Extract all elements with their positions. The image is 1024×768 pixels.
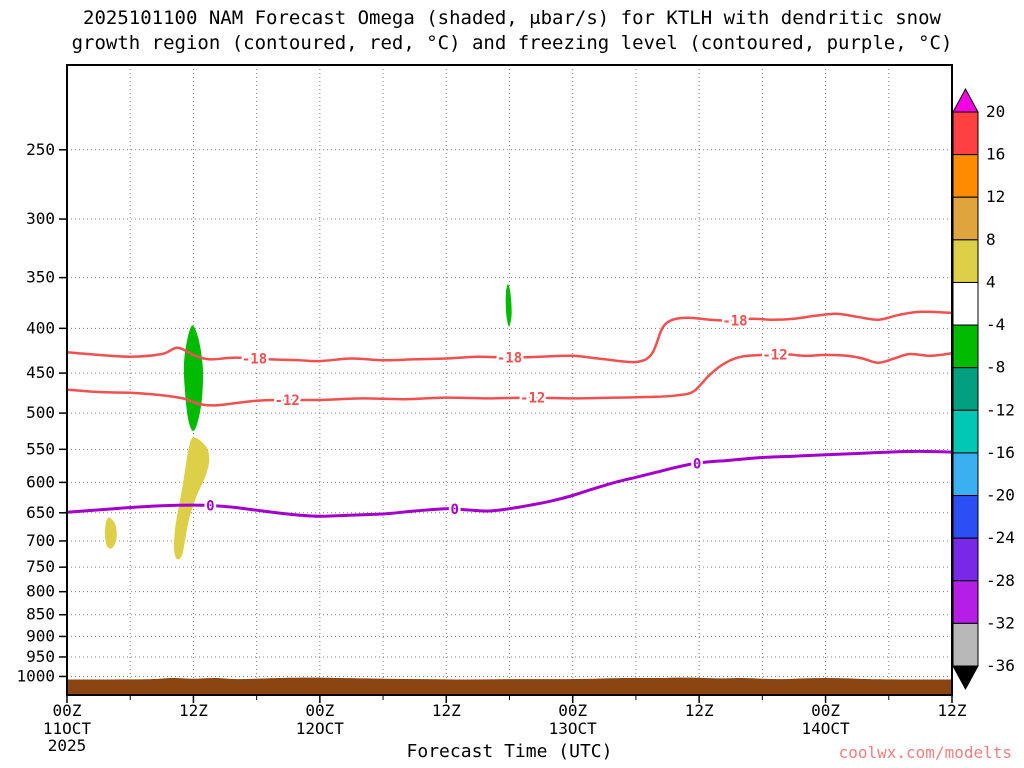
dendritic-minus18-contour-label: -18 [722,313,747,329]
colorbar-segment [952,409,979,454]
omega-upward-green-region [505,284,512,327]
surface-fill [67,677,952,695]
dendritic-minus12-contour-label: -12 [520,391,545,407]
pressure-tick-label: 700 [26,531,55,550]
colorbar-label: -24 [986,528,1015,547]
colorbar-label: 8 [986,230,996,249]
pressure-tick-label: 800 [26,582,55,601]
pressure-tick-label: 250 [26,140,55,159]
colorbar-label: -28 [986,571,1015,590]
dendritic-minus18-contour-label: -18 [242,352,267,368]
dendritic-minus12-contour [65,351,954,407]
x-axis-title: Forecast Time (UTC) [406,741,613,762]
colorbar-segment [952,154,979,198]
pressure-tick-label: 400 [26,318,55,337]
date-label: 14OCT [801,719,850,738]
dendritic-minus12-contour-label: -12 [275,393,300,409]
omega-downward-yellow-region [104,517,117,549]
surface-terrain [67,677,952,695]
colorbar-label: 16 [986,145,1005,164]
dendritic-minus18-contour [65,310,954,364]
colorbar-label: -32 [986,613,1015,632]
time-tick-label: 00Z [811,701,840,720]
colorbar-segment [952,580,979,624]
colorbar-label: -8 [986,358,1005,377]
dendritic-minus12-contour-label: -12 [762,347,787,363]
contour-lines: -18 -18 -18 -12 -12 -12 0 0 0 [65,310,954,521]
colorbar-label: -16 [986,443,1015,462]
freezing-level-contour-label: 0 [206,499,214,515]
colorbar-label: 20 [986,102,1005,121]
pressure-tick-label: 750 [26,557,55,576]
pressure-tick-label: 850 [26,605,55,624]
time-tick-label: 12Z [432,701,461,720]
pressure-tick-label: 600 [26,472,55,491]
time-tick-label: 00Z [305,701,334,720]
omega-downward-yellow-region [173,437,210,560]
colorbar-segment [952,537,979,582]
colorbar-segment [952,452,979,497]
colorbar: 20 16 12 8 4 -4 -8 -12 -16 -20 -24 -28 -32 -36 [952,87,1015,691]
colorbar-segment [952,196,979,241]
freezing-level-contour [65,449,954,518]
pressure-tick-label: 450 [26,363,55,382]
colorbar-label: 4 [986,272,996,291]
colorbar-segment [952,239,979,283]
omega-upward-green-region [183,325,204,431]
omega-shaded-regions [104,284,512,560]
colorbar-segment [952,367,979,411]
pressure-tick-label: 500 [26,403,55,422]
colorbar-segment [952,111,979,156]
colorbar-segment [952,281,979,326]
colorbar-arrow-top [952,87,979,113]
colorbar-label: -12 [986,400,1015,419]
colorbar-arrow-bottom [952,665,979,691]
colorbar-segment [952,622,979,667]
colorbar-segment [952,495,979,539]
time-tick-label: 12Z [938,701,967,720]
pressure-tick-label: 900 [26,626,55,645]
pressure-tick-label: 950 [26,647,55,666]
watermark-link[interactable]: coolwx.com/modelts [838,743,1012,762]
freezing-level-contour-label: 0 [693,456,701,472]
pressure-tick-label: 650 [26,503,55,522]
chart-title: 2025101100 NAM Forecast Omega (shaded, μ… [0,6,1024,56]
pressure-tick-label: 300 [26,209,55,228]
colorbar-segment [952,324,979,369]
chart-title-line2: growth region (contoured, red, °C) and f… [71,32,953,54]
colorbar-label: 12 [986,187,1005,206]
colorbar-label: -36 [986,656,1015,675]
colorbar-label: -4 [986,315,1005,334]
chart-title-line1: 2025101100 NAM Forecast Omega (shaded, μ… [83,7,941,29]
date-label: 2025 [48,736,87,755]
time-tick-label: 00Z [53,701,82,720]
axes: 250 300 350 400 450 500 550 600 650 700 750 800 850 9… [16,64,967,755]
date-label: 12OCT [296,719,345,738]
time-tick-label: 12Z [685,701,714,720]
pressure-tick-label: 550 [26,439,55,458]
time-tick-label: 12Z [179,701,208,720]
gridlines [67,65,952,695]
pressure-tick-label: 350 [26,268,55,287]
date-label: 11OCT [43,719,92,738]
time-tick-label: 00Z [558,701,587,720]
date-label: 13OCT [549,719,598,738]
colorbar-label: -20 [986,486,1015,505]
pressure-tick-label: 1000 [16,666,55,685]
freezing-level-contour-label: 0 [450,502,458,518]
dendritic-minus18-contour-label: -18 [497,351,522,367]
